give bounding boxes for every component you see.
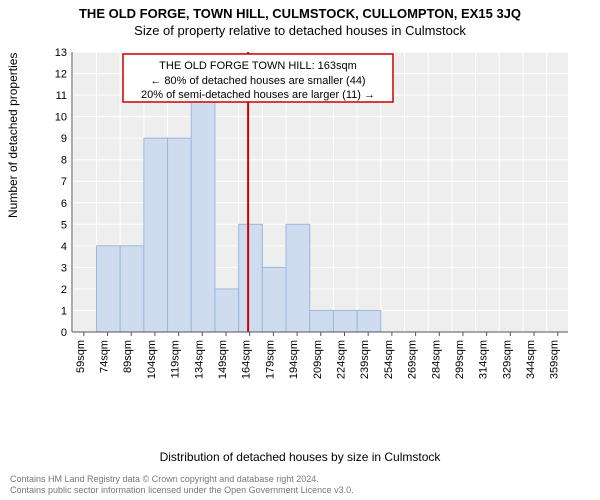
histogram-bar	[286, 224, 310, 332]
histogram-bar	[333, 310, 357, 332]
y-tick-label: 4	[61, 241, 67, 253]
histogram-bar	[191, 95, 215, 332]
histogram-svg: 01234567891011121359sqm74sqm89sqm104sqm1…	[48, 48, 572, 388]
x-tick-label: 359sqm	[549, 340, 561, 379]
x-tick-label: 134sqm	[193, 340, 205, 379]
x-tick-label: 314sqm	[478, 340, 490, 379]
x-tick-label: 254sqm	[383, 340, 395, 379]
histogram-bar	[310, 310, 334, 332]
x-tick-label: 329sqm	[501, 340, 513, 379]
histogram-bar	[357, 310, 381, 332]
annotation-line: ← 80% of detached houses are smaller (44…	[150, 75, 365, 87]
x-tick-label: 269sqm	[407, 340, 419, 379]
x-tick-label: 149sqm	[217, 340, 229, 379]
y-tick-label: 13	[55, 48, 67, 59]
footer-line-1: Contains HM Land Registry data © Crown c…	[10, 474, 354, 485]
y-axis-label: Number of detached properties	[6, 53, 20, 218]
x-tick-label: 299sqm	[454, 340, 466, 379]
y-tick-label: 12	[55, 69, 67, 81]
y-tick-label: 8	[61, 155, 67, 167]
histogram-bar	[239, 224, 263, 332]
x-tick-label: 284sqm	[430, 340, 442, 379]
y-tick-label: 2	[61, 284, 67, 296]
annotation-line: THE OLD FORGE TOWN HILL: 163sqm	[159, 60, 357, 72]
y-tick-label: 1	[61, 305, 67, 317]
y-tick-label: 3	[61, 262, 67, 274]
histogram-bar	[120, 246, 144, 332]
x-tick-label: 224sqm	[335, 340, 347, 379]
histogram-bar	[215, 289, 239, 332]
y-tick-label: 5	[61, 219, 67, 231]
x-tick-label: 344sqm	[525, 340, 537, 379]
chart-title: THE OLD FORGE, TOWN HILL, CULMSTOCK, CUL…	[0, 0, 600, 21]
x-tick-label: 119sqm	[170, 340, 182, 378]
y-tick-label: 7	[61, 176, 67, 188]
chart-container: THE OLD FORGE, TOWN HILL, CULMSTOCK, CUL…	[0, 0, 600, 500]
x-tick-label: 179sqm	[264, 340, 276, 379]
x-tick-label: 74sqm	[99, 340, 111, 373]
x-tick-label: 59sqm	[75, 340, 87, 373]
x-axis-label: Distribution of detached houses by size …	[0, 450, 600, 464]
x-tick-label: 239sqm	[359, 340, 371, 379]
x-tick-label: 209sqm	[312, 340, 324, 379]
x-tick-label: 104sqm	[146, 340, 158, 379]
y-tick-label: 11	[56, 90, 67, 102]
chart-subtitle: Size of property relative to detached ho…	[0, 21, 600, 38]
plot-area: 01234567891011121359sqm74sqm89sqm104sqm1…	[48, 48, 572, 388]
x-tick-label: 164sqm	[241, 340, 253, 379]
y-tick-label: 9	[61, 133, 67, 145]
y-tick-label: 0	[61, 327, 67, 339]
footer-line-2: Contains public sector information licen…	[10, 485, 354, 496]
y-tick-label: 6	[61, 198, 67, 210]
histogram-bar	[168, 138, 192, 332]
histogram-bar	[144, 138, 168, 332]
footer-attribution: Contains HM Land Registry data © Crown c…	[10, 474, 354, 496]
annotation-line: 20% of semi-detached houses are larger (…	[141, 89, 375, 101]
histogram-bar	[96, 246, 120, 332]
y-tick-label: 10	[55, 112, 67, 124]
x-tick-label: 194sqm	[288, 340, 300, 379]
x-tick-label: 89sqm	[122, 340, 134, 373]
histogram-bar	[262, 267, 286, 332]
